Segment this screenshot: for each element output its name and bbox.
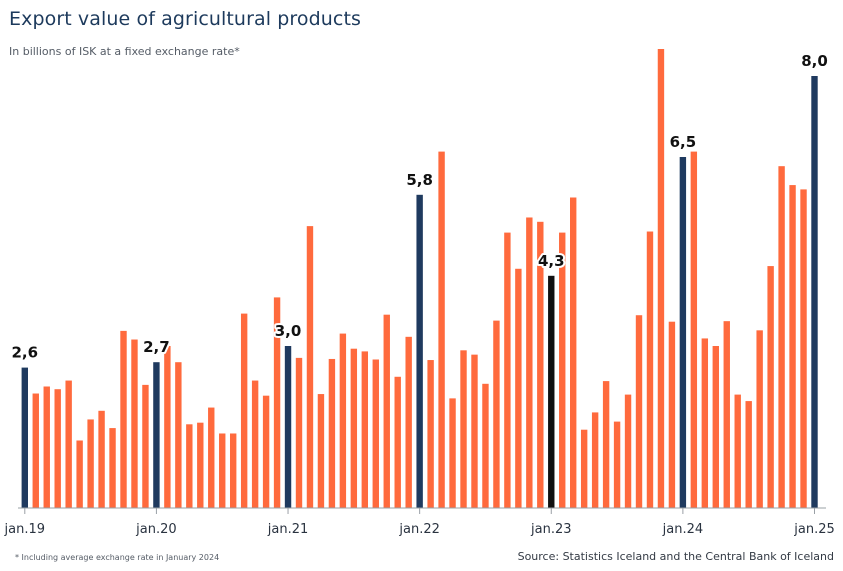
bar <box>580 429 588 508</box>
bar <box>175 362 182 508</box>
bar <box>537 221 544 509</box>
x-tick-label: jan.25 <box>793 522 835 537</box>
bar <box>109 428 116 508</box>
bar-january <box>153 362 160 508</box>
bar <box>328 358 336 508</box>
chart-title: Export value of agricultural products <box>9 8 362 30</box>
bar <box>591 412 599 508</box>
bar <box>65 380 72 508</box>
bar <box>372 359 379 508</box>
source-note: Source: Statistics Iceland and the Centr… <box>517 550 834 563</box>
bar <box>756 330 763 508</box>
bar-january <box>679 157 687 508</box>
bar <box>504 232 511 508</box>
bar <box>383 314 390 508</box>
data-label: 8,0 <box>801 52 828 70</box>
data-label: 2,7 <box>143 338 170 356</box>
data-label: 5,8 <box>406 171 433 189</box>
bar <box>526 217 533 509</box>
bar <box>800 189 807 508</box>
bar <box>229 433 237 508</box>
bar <box>32 393 39 508</box>
footnote: * Including average exchange rate in Jan… <box>15 553 220 562</box>
bar <box>515 268 522 508</box>
bar <box>262 395 270 508</box>
bar-january <box>284 346 292 508</box>
data-labels-group: 2,6 2,7 3,0 5,8 4,3 6,5 8,0 <box>10 50 830 364</box>
data-label: 3,0 <box>275 322 302 340</box>
bar <box>635 315 643 508</box>
bar <box>745 401 752 508</box>
bar <box>427 360 434 508</box>
data-label: 4,3 <box>538 252 565 270</box>
data-label: 2,6 <box>12 344 39 362</box>
bar <box>120 330 127 508</box>
bar <box>449 398 456 508</box>
bar <box>460 350 467 508</box>
bar <box>76 440 83 508</box>
x-tick-label: jan.23 <box>530 522 572 537</box>
bar <box>668 321 676 508</box>
bar <box>493 320 500 508</box>
bar <box>339 333 347 508</box>
chart-subtitle: In billions of ISK at a fixed exchange r… <box>9 45 240 58</box>
bar <box>712 346 719 508</box>
bar <box>613 421 621 508</box>
bars-group <box>21 49 818 509</box>
bar <box>657 49 665 508</box>
bar-january <box>811 76 818 508</box>
x-tick-label: jan.19 <box>4 522 46 537</box>
bar <box>570 197 577 508</box>
bar-january <box>21 367 28 508</box>
bar-january <box>416 194 423 509</box>
bar <box>361 351 369 508</box>
bar <box>778 166 785 508</box>
bar <box>734 394 741 508</box>
bar <box>767 266 774 508</box>
bar <box>208 407 215 508</box>
bar <box>690 151 698 508</box>
bar <box>43 386 50 508</box>
bar <box>701 338 709 508</box>
bar <box>602 381 610 508</box>
bar <box>142 384 149 508</box>
data-label: 6,5 <box>670 133 697 151</box>
x-tick-label: jan.24 <box>662 522 704 537</box>
x-tick-label: jan.21 <box>267 522 309 537</box>
bar <box>98 410 105 508</box>
bar <box>438 151 445 508</box>
bar <box>394 376 401 508</box>
x-tick-label: jan.22 <box>398 522 440 537</box>
bar <box>219 433 226 508</box>
bar <box>624 394 632 508</box>
bar <box>131 339 138 508</box>
bar <box>306 226 314 508</box>
x-axis-ticks: jan.19 jan.20 jan.21 jan.22 jan.23 jan.24 jan.… <box>4 508 835 537</box>
bar <box>482 383 489 508</box>
bar <box>54 389 61 508</box>
bar <box>646 231 654 508</box>
bar <box>317 394 325 508</box>
bar <box>789 185 796 508</box>
bar <box>295 357 303 508</box>
bar <box>197 422 204 508</box>
bar <box>87 419 94 508</box>
bar <box>405 336 412 508</box>
bar <box>723 321 730 508</box>
bar-january <box>548 275 555 508</box>
bar <box>350 348 358 508</box>
bar <box>186 424 193 508</box>
bar <box>471 354 478 508</box>
bar <box>251 380 259 508</box>
bar <box>559 232 566 508</box>
x-tick-label: jan.20 <box>135 522 177 537</box>
bar <box>273 297 281 508</box>
bar <box>164 346 171 508</box>
bar <box>240 313 248 508</box>
